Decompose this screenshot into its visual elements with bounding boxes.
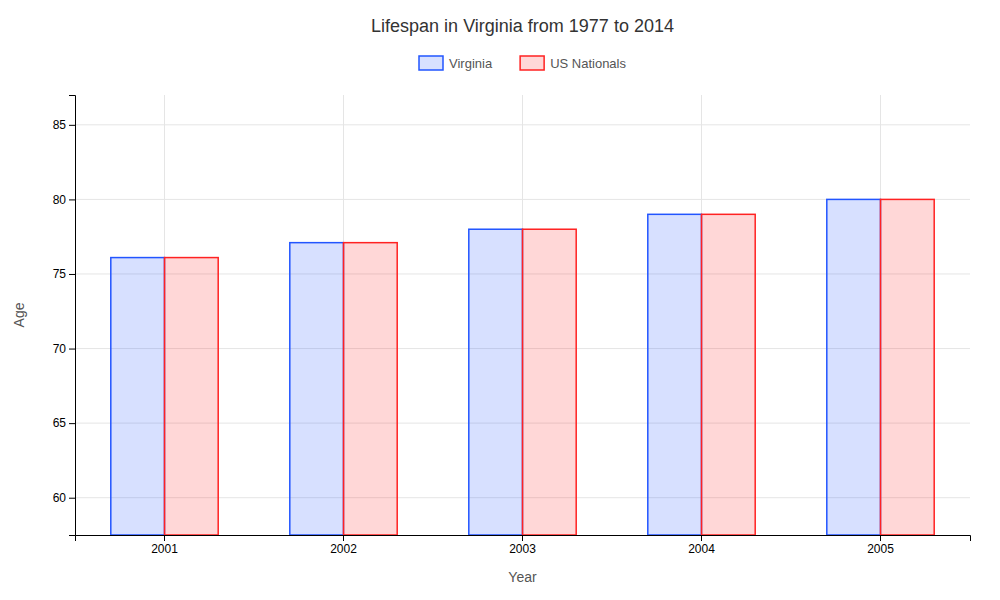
y-tick-label: 75 xyxy=(53,267,67,281)
x-axis-label: Year xyxy=(508,569,537,585)
bar xyxy=(344,243,398,535)
y-tick: 85 xyxy=(53,118,75,132)
bar xyxy=(648,214,702,535)
x-tick-mark xyxy=(880,535,881,541)
chart-svg: 60 65 70 75 80 85 2001 2002 2003 2004 2005 Lifespan… xyxy=(0,0,1000,600)
bar xyxy=(165,258,219,535)
x-tick: 2005 xyxy=(867,535,894,556)
legend-swatch xyxy=(419,56,443,70)
x-tick-label: 2001 xyxy=(151,542,178,556)
bar xyxy=(290,243,344,535)
x-tick: 2002 xyxy=(330,535,357,556)
y-tick-label: 85 xyxy=(53,118,67,132)
bar xyxy=(881,199,935,535)
y-tick-mark xyxy=(69,423,75,424)
x-tick-mark xyxy=(701,535,702,541)
bar xyxy=(827,199,881,535)
bar xyxy=(702,214,756,535)
x-axis-line xyxy=(76,536,971,542)
y-tick-label: 80 xyxy=(53,193,67,207)
y-tick: 80 xyxy=(53,193,75,207)
y-tick: 75 xyxy=(53,267,75,281)
x-tick: 2004 xyxy=(688,535,715,556)
x-tick-mark xyxy=(343,535,344,541)
y-tick-mark xyxy=(69,349,75,350)
y-tick: 65 xyxy=(53,416,75,430)
legend-item: Virginia xyxy=(419,56,493,71)
y-tick-label: 65 xyxy=(53,416,67,430)
title: Lifespan in Virginia from 1977 to 2014 xyxy=(371,16,674,36)
y-axis-label: Age xyxy=(11,302,27,327)
x-tick-label: 2003 xyxy=(509,542,536,556)
bars xyxy=(111,199,934,535)
y-tick-mark xyxy=(69,274,75,275)
y-axis-line xyxy=(69,96,76,536)
x-tick: 2003 xyxy=(509,535,536,556)
grid xyxy=(75,95,970,535)
bar-series xyxy=(111,199,881,535)
y-tick-mark xyxy=(69,125,75,126)
x-tick-mark xyxy=(522,535,523,541)
x-tick-mark xyxy=(164,535,165,541)
plot-area: 60 65 70 75 80 85 2001 2002 2003 2004 2005 xyxy=(53,95,971,556)
legend-label: US Nationals xyxy=(550,56,626,71)
y-tick-mark xyxy=(69,199,75,200)
y-tick-label: 60 xyxy=(53,491,67,505)
bar-series xyxy=(165,199,935,535)
y-axis: 60 65 70 75 80 85 xyxy=(53,96,76,536)
y-tick-mark xyxy=(69,498,75,499)
legend-item: US Nationals xyxy=(520,56,626,71)
legend-swatch xyxy=(520,56,544,70)
bar xyxy=(111,258,165,535)
y-tick-label: 70 xyxy=(53,342,67,356)
x-tick-label: 2002 xyxy=(330,542,357,556)
legend: Virginia US Nationals xyxy=(419,56,626,71)
x-axis: 2001 2002 2003 2004 2005 xyxy=(76,535,971,556)
y-tick: 70 xyxy=(53,342,75,356)
bar xyxy=(523,229,577,535)
legend-label: Virginia xyxy=(449,56,493,71)
x-tick-label: 2004 xyxy=(688,542,715,556)
chart-container: 60 65 70 75 80 85 2001 2002 2003 2004 2005 Lifespan… xyxy=(0,0,1000,600)
x-tick: 2001 xyxy=(151,535,178,556)
x-tick-label: 2005 xyxy=(867,542,894,556)
y-tick: 60 xyxy=(53,491,75,505)
bar xyxy=(469,229,523,535)
